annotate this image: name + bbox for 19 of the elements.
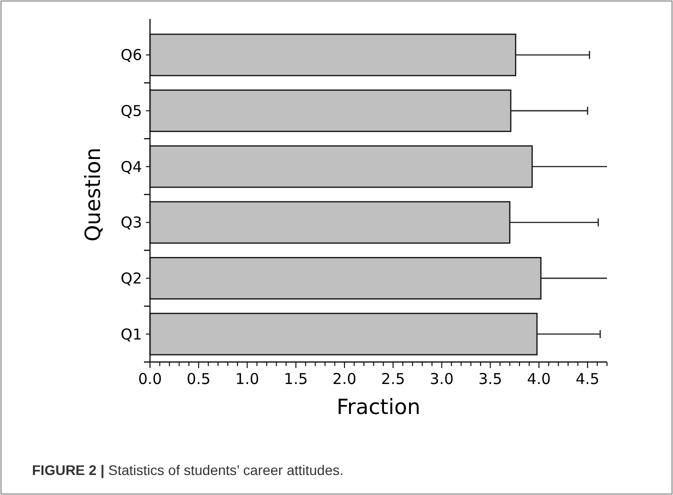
caption: FIGURE 2 | Statistics of students’ career attitudes. <box>32 462 344 479</box>
x-tick-label: 3.5 <box>478 370 502 388</box>
x-tick-label: 3.0 <box>430 370 454 388</box>
y-tick-label: Q1 <box>120 325 142 344</box>
y-tick-label: Q4 <box>120 158 142 176</box>
text: 0.0 <box>138 370 162 388</box>
y-tick-label: Q2 <box>120 270 142 288</box>
x-tick-label: 1.5 <box>284 370 308 388</box>
x-tick-label: 4.5 <box>576 370 600 388</box>
y-axis-title: Question <box>81 148 105 242</box>
y-tick-label: Q5 <box>120 102 142 120</box>
x-tick-label: 2.5 <box>381 370 406 388</box>
x-tick-label: 4.0 <box>527 370 551 388</box>
y-tick-label: Q6 <box>120 46 142 64</box>
x-tick-label: 0.5 <box>186 370 211 388</box>
x-tick-label: 1.0 <box>235 370 260 388</box>
x-axis-title: Fraction <box>336 395 420 419</box>
x-tick-label: 2.0 <box>332 370 356 388</box>
y-tick-label: Q3 <box>120 214 142 232</box>
